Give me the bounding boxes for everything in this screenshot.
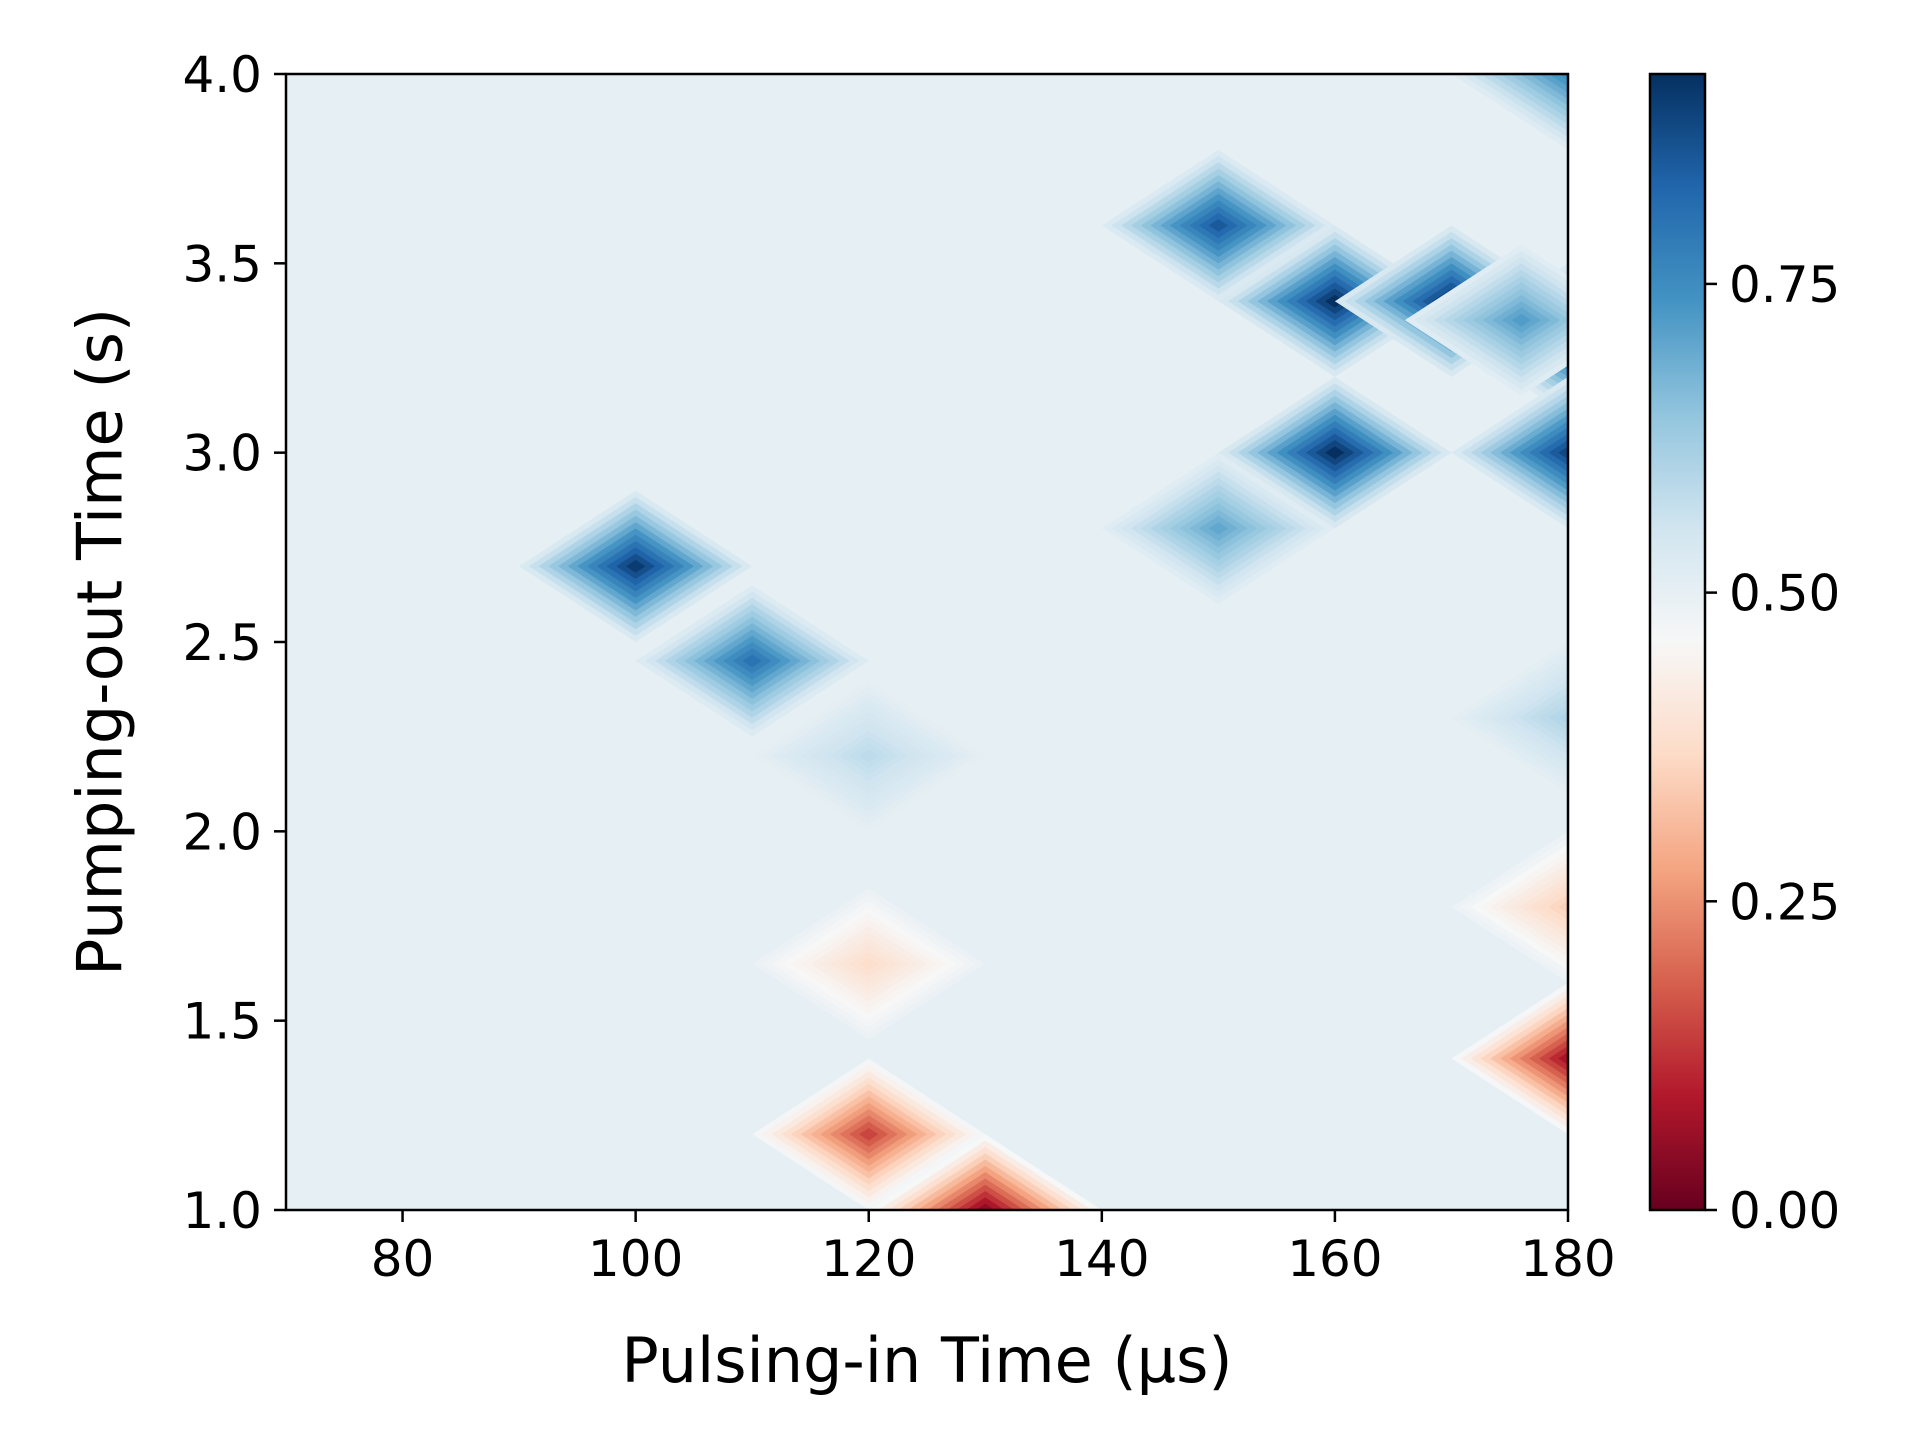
heatmap-feature-15	[1451, 642, 1568, 794]
colorbar-tick-label: 0.25	[1729, 873, 1840, 931]
x-tick-label: 80	[371, 1230, 435, 1288]
y-axis-ticks: 1.0 1.5 2.0 2.5 3.0 3.5 4.0	[182, 46, 286, 1240]
y-tick-label: 4.0	[182, 46, 262, 104]
heatmap-feature-13	[1451, 376, 1568, 529]
colorbar-tick-label: 0.75	[1729, 256, 1840, 314]
heatmap-feature-17	[1451, 982, 1568, 1135]
heatmap-feature-16	[1451, 831, 1568, 983]
heatmap-feature-4	[752, 1058, 986, 1210]
colorbar-tick-label: 0.00	[1729, 1182, 1840, 1240]
heatmap-features	[519, 74, 1568, 1210]
y-tick-label: 3.5	[182, 235, 262, 293]
y-tick-label: 2.0	[182, 803, 262, 861]
heatmap-feature-12	[1218, 376, 1452, 529]
y-tick-label: 1.0	[182, 1182, 262, 1240]
heatmap-feature-11	[1404, 244, 1568, 396]
heatmap-feature-7	[1101, 452, 1335, 605]
colorbar-tick-label: 0.50	[1729, 565, 1840, 623]
x-tick-label: 160	[1287, 1230, 1382, 1288]
heatmap-background	[286, 74, 1568, 1210]
heatmap-feature-1	[635, 585, 869, 737]
heatmap-feature-0	[519, 490, 753, 642]
x-tick-label: 100	[588, 1230, 683, 1288]
heatmap-feature-3	[752, 888, 986, 1040]
heatmap-feature-6	[1101, 149, 1335, 302]
plot-area	[286, 74, 1568, 1210]
colorbar-ticks: 0.00 0.25 0.50 0.75	[1705, 256, 1840, 1240]
x-tick-label: 120	[821, 1230, 916, 1288]
x-axis-label: Pulsing-in Time (µs)	[621, 1324, 1232, 1397]
heatmap-feature-14	[1451, 74, 1568, 150]
x-tick-label: 180	[1520, 1230, 1615, 1288]
y-tick-label: 1.5	[182, 993, 262, 1051]
y-tick-label: 3.0	[182, 425, 262, 483]
y-tick-label: 2.5	[182, 614, 262, 672]
colorbar	[1648, 72, 1707, 1212]
y-axis-label: Pumping-out Time (s)	[64, 308, 137, 976]
x-tick-label: 140	[1054, 1230, 1149, 1288]
heatmap-feature-2	[752, 679, 986, 832]
heatmap-feature-5	[868, 1134, 1102, 1210]
x-axis-ticks: 80 100 120 140 160 180	[371, 1210, 1616, 1288]
